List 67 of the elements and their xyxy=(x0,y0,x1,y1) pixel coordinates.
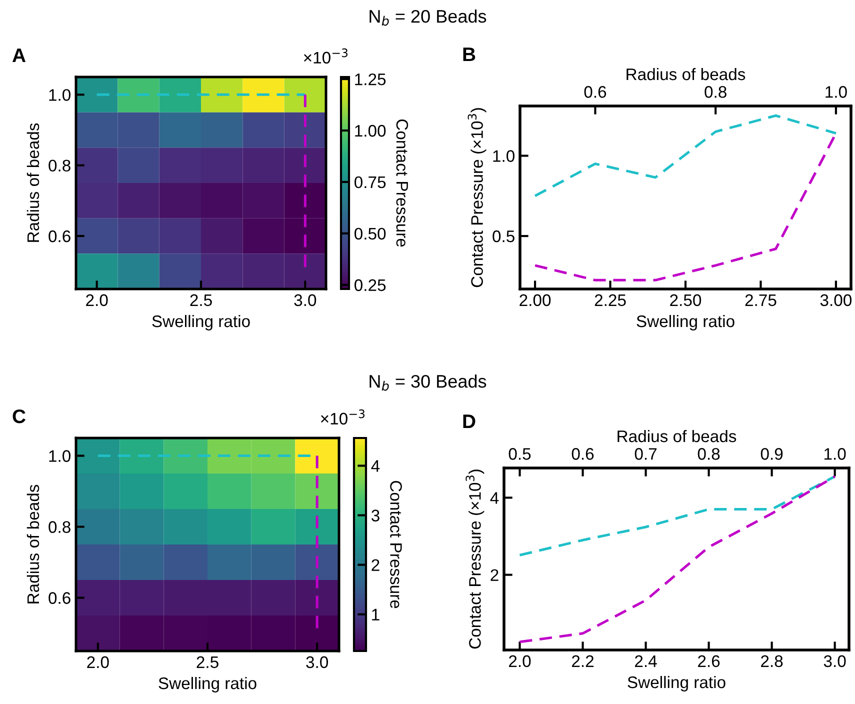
chart-title: N$_{b}$ = 20 Beads xyxy=(370,9,486,26)
text: C xyxy=(12,409,26,424)
text: ×10$^{−3}$ xyxy=(320,409,365,425)
y-axis-title: Radius of beads xyxy=(26,123,40,242)
text: B xyxy=(463,48,476,62)
x-tick-label: 3.00 xyxy=(820,294,852,306)
y-tick-label: 0.8 xyxy=(48,521,70,533)
y-tick-label: 0.5 xyxy=(492,230,514,242)
color-bar-label: 3 xyxy=(371,510,380,522)
x2-tick-label: 1.0 xyxy=(826,86,847,98)
y-tick-label: 0.6 xyxy=(48,592,70,604)
color-bar-label: 2 xyxy=(372,559,380,571)
color-bar-title: Contact Pressure xyxy=(390,480,402,608)
x-axis-title: Swelling ratio xyxy=(152,314,250,330)
x-tick-label: 2.50 xyxy=(670,294,702,306)
x2-axis-title: Radius of beads xyxy=(626,68,746,80)
x-tick-label: 2.6 xyxy=(698,655,720,668)
y-axis-title: Contact Pressure (×10$^{3}$) xyxy=(468,108,486,288)
x-tick-label: 3.0 xyxy=(306,656,328,668)
y-tick-label: 0.8 xyxy=(48,160,70,172)
color-bar-label: 0.50 xyxy=(354,228,386,240)
y-axis-title: Radius of beads xyxy=(26,484,40,604)
x-axis-title: Swelling ratio xyxy=(636,314,734,330)
x2-tick-label: 0.8 xyxy=(698,448,720,460)
x-tick-label: 2.00 xyxy=(520,294,551,306)
x-tick-label: 2.4 xyxy=(635,655,657,667)
x-tick-label: 2.2 xyxy=(572,655,594,667)
color-bar-title: Contact Pressure xyxy=(396,119,408,247)
text: ×10$^{−3}$ xyxy=(304,48,348,64)
y-tick-label: 4 xyxy=(490,492,499,504)
line-series xyxy=(518,475,836,556)
x-tick-label: 2.75 xyxy=(745,294,776,306)
y-axis-title: Contact Pressure (×10$^{3}$) xyxy=(466,470,484,649)
x-tick-label: 3.0 xyxy=(294,294,316,306)
x-axis-title: Swelling ratio xyxy=(628,676,726,692)
color-bar-label: 1.25 xyxy=(355,73,386,86)
x-tick-label: 2.5 xyxy=(190,294,212,306)
x-tick-label: 3.0 xyxy=(824,655,846,668)
x2-tick-label: 0.9 xyxy=(760,448,783,460)
color-bar-label: 0.75 xyxy=(354,176,386,188)
x2-tick-label: 0.8 xyxy=(704,86,726,98)
text: D xyxy=(463,414,476,428)
y-tick-label: 2 xyxy=(490,569,498,581)
x2-tick-label: 0.5 xyxy=(508,448,531,460)
x-tick-label: 2.8 xyxy=(761,655,783,668)
text: A xyxy=(12,48,26,62)
chart-title: N$_{b}$ = 30 Beads xyxy=(370,374,486,391)
color-bar-label: 0.25 xyxy=(354,279,386,292)
line-series xyxy=(534,114,838,198)
x-tick-label: 2.25 xyxy=(594,294,626,306)
x2-tick-label: 0.7 xyxy=(634,448,657,460)
x-tick-label: 2.0 xyxy=(509,655,531,668)
x-axis-title: Swelling ratio xyxy=(158,676,256,692)
x2-axis-title: Radius of beads xyxy=(618,430,736,442)
x2-tick-label: 0.6 xyxy=(584,86,606,98)
color-bar-label: 4 xyxy=(371,460,380,472)
x2-tick-label: 0.6 xyxy=(572,448,594,460)
x2-tick-label: 1.0 xyxy=(824,448,846,460)
x-tick-label: 2.5 xyxy=(196,656,218,668)
x-tick-label: 2.0 xyxy=(86,294,108,306)
color-bar-label: 1 xyxy=(372,608,380,620)
x-tick-label: 2.0 xyxy=(87,656,109,668)
y-tick-label: 1.0 xyxy=(493,150,514,162)
y-tick-label: 1.0 xyxy=(49,89,70,101)
color-bar-label: 1.00 xyxy=(355,124,386,137)
y-tick-label: 0.6 xyxy=(48,230,70,242)
y-tick-label: 1.0 xyxy=(49,450,70,462)
